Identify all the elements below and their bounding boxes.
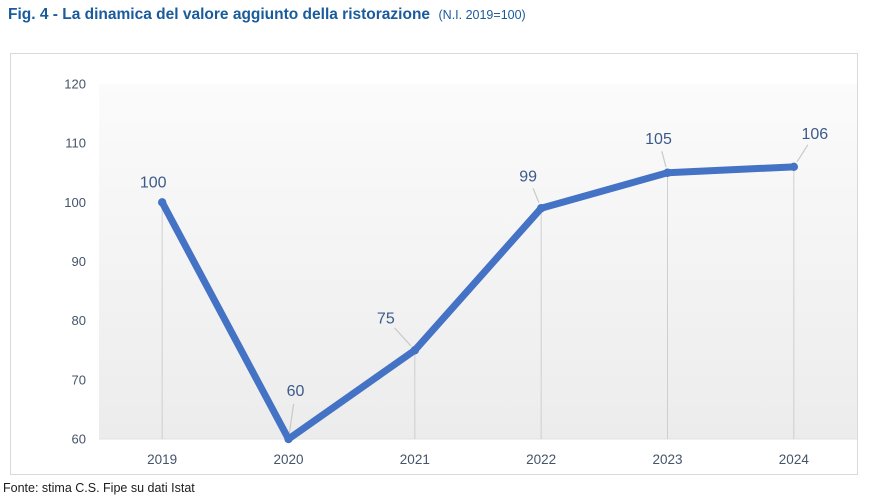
figure-title: Fig. 4 - La dinamica del valore aggiunto… (8, 6, 526, 24)
chart-svg: 60 70 80 90 100 110 120 2019 2020 2021 2022 2023 202… (64, 77, 857, 467)
data-point-marker (157, 198, 167, 207)
source-note: Fonte: stima C.S. Fipe su dati Istat (3, 481, 195, 495)
y-tick-label: 100 (64, 195, 86, 210)
data-label: 99 (519, 168, 537, 185)
y-tick-label: 60 (72, 432, 86, 447)
data-label: 75 (377, 310, 395, 327)
x-tick-label: 2021 (400, 452, 430, 467)
data-point-marker (663, 168, 672, 177)
data-label: 105 (645, 131, 672, 148)
leader-line (532, 188, 540, 203)
x-tick-label: 2019 (147, 452, 177, 467)
x-tick-label: 2022 (526, 452, 556, 467)
x-tick-label: 2020 (273, 452, 303, 467)
x-tick-label: 2024 (779, 452, 810, 467)
data-label: 106 (801, 126, 828, 143)
data-point-marker (789, 162, 799, 172)
leader-line (796, 144, 809, 163)
leader-line (661, 151, 667, 168)
data-label: 100 (140, 174, 167, 191)
x-tick-label: 2023 (652, 452, 682, 467)
leader-line (394, 327, 412, 347)
figure-title-suffix: (N.I. 2019=100) (438, 8, 526, 22)
figure-title-main: Fig. 4 - La dinamica del valore aggiunto… (8, 6, 431, 23)
y-tick-label: 110 (65, 136, 86, 151)
data-point-marker (284, 434, 293, 444)
data-point-marker (536, 204, 546, 213)
series-line (158, 163, 798, 443)
plot-area (99, 84, 857, 439)
data-label: 60 (287, 383, 305, 400)
leader-line (288, 403, 295, 434)
y-tick-label: 80 (72, 313, 86, 328)
y-tick-label: 90 (72, 254, 86, 269)
y-tick-label: 70 (72, 372, 86, 387)
y-tick-label: 120 (64, 77, 86, 92)
data-point-marker (410, 346, 420, 355)
chart-panel: 60 70 80 90 100 110 120 2019 2020 2021 2022 2023 202… (10, 53, 858, 475)
